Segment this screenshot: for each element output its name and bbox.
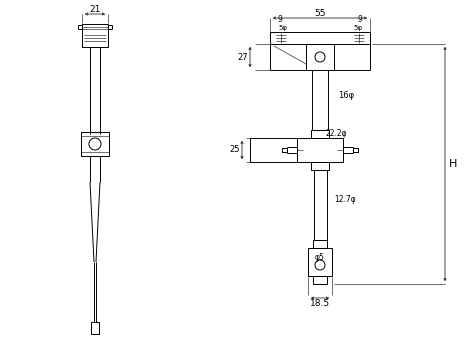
Bar	[82, 24, 108, 47]
Text: 12.7φ: 12.7φ	[334, 195, 356, 205]
Bar	[282, 148, 287, 152]
Bar	[81, 132, 109, 156]
Bar	[306, 44, 334, 70]
Text: 5φ: 5φ	[353, 25, 362, 31]
Bar	[313, 240, 327, 248]
Bar	[308, 248, 332, 276]
Bar	[297, 138, 343, 162]
Text: 27: 27	[238, 52, 248, 62]
Text: 18.5: 18.5	[310, 300, 330, 308]
Text: H: H	[449, 159, 457, 169]
Bar	[313, 276, 327, 284]
Bar	[311, 162, 329, 170]
Text: φ5: φ5	[315, 252, 325, 262]
Text: 16φ: 16φ	[338, 90, 354, 100]
Bar	[250, 138, 297, 162]
Text: 9: 9	[357, 15, 362, 25]
Text: 55: 55	[314, 10, 326, 19]
Text: 21: 21	[89, 6, 101, 14]
Text: 9: 9	[278, 15, 283, 25]
Bar	[311, 130, 329, 138]
Text: 25: 25	[230, 145, 240, 155]
Bar	[353, 148, 358, 152]
Bar	[270, 32, 370, 44]
Text: 22.2φ: 22.2φ	[325, 130, 347, 138]
Bar	[91, 322, 99, 334]
Text: 5φ: 5φ	[278, 25, 287, 31]
